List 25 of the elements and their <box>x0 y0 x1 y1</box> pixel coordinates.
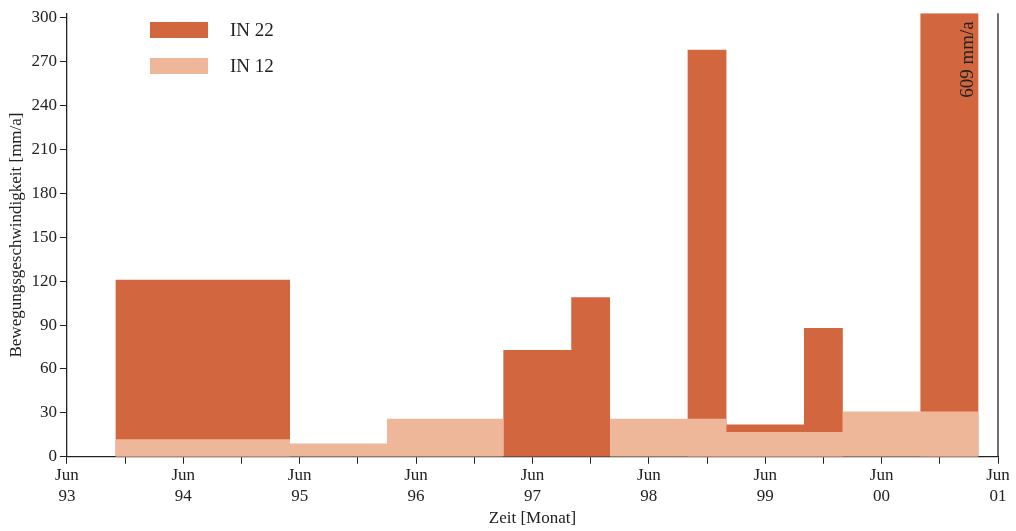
x-tick-label: Jun 93 <box>55 465 80 505</box>
y-tick-label: 210 <box>31 138 57 158</box>
x-tick-label: Jun 95 <box>287 465 312 505</box>
y-tick-label: 30 <box>39 402 57 422</box>
legend-label: IN 12 <box>230 55 274 77</box>
x-tick-label: Jun 00 <box>869 465 894 505</box>
y-tick-label: 0 <box>48 446 57 466</box>
y-tick-label: 180 <box>31 182 57 202</box>
x-tick-label: Jun 97 <box>520 465 545 505</box>
x-tick-label: Jun 99 <box>753 465 778 505</box>
x-tick-label: Jun 94 <box>171 465 196 505</box>
y-tick-label: 120 <box>31 270 57 290</box>
y-tick-label: 150 <box>31 226 57 246</box>
y-tick-label: 300 <box>31 7 57 27</box>
y-tick-label: 90 <box>39 314 57 334</box>
y-tick-label: 240 <box>31 94 57 114</box>
x-tick-label: Jun 98 <box>637 465 662 505</box>
annotation: 609 mm/a <box>955 20 977 98</box>
x-tick-label: Jun 96 <box>404 465 429 505</box>
x-tick-label: Jun 01 <box>986 465 1011 505</box>
y-tick-label: 270 <box>31 50 57 70</box>
y-tick-label: 60 <box>39 358 57 378</box>
legend-label: IN 22 <box>230 19 274 41</box>
y-axis-title: Bewegungsgeschwindigkeit [mm/a] <box>5 112 25 358</box>
x-axis-title: Zeit [Monat] <box>488 508 577 528</box>
